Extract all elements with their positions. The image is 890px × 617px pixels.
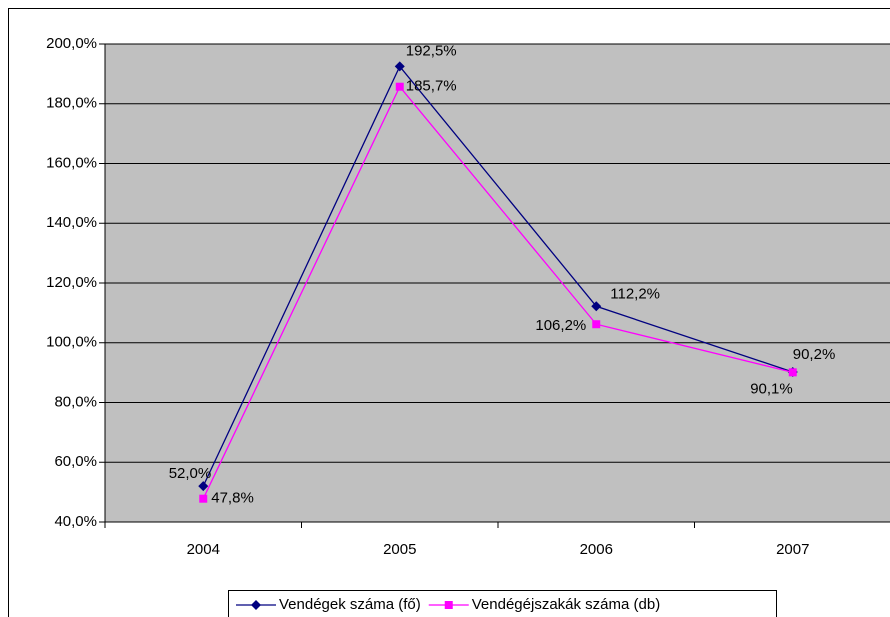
data-label: 106,2% [535, 317, 586, 334]
y-tick-label: 100,0% [46, 334, 97, 351]
series-line [202, 85, 793, 499]
data-label: 112,2% [610, 285, 660, 302]
y-tick-label: 140,0% [46, 214, 97, 231]
legend-label: Vendégéjszakák száma (db) [472, 596, 660, 613]
series-line [202, 65, 793, 487]
y-tick-label: 80,0% [54, 393, 97, 410]
legend-label: Vendégek száma (fő) [279, 596, 421, 613]
marker [788, 368, 797, 377]
marker [444, 601, 453, 609]
y-tick-label: 60,0% [54, 453, 97, 470]
marker [198, 481, 209, 492]
y-tick-label: 40,0% [54, 513, 97, 530]
y-tick-label: 200,0% [46, 35, 97, 52]
legend: Vendégek száma (fő) Vendégéjszakák száma … [228, 590, 777, 617]
data-label: 192,5% [406, 42, 457, 59]
marker [199, 494, 208, 503]
marker [394, 61, 405, 72]
marker [251, 600, 261, 610]
marker [591, 301, 602, 312]
legend-box [228, 590, 777, 617]
data-label: 185,7% [406, 78, 457, 95]
x-tick-label: 2007 [776, 541, 809, 558]
x-tick-label: 2006 [580, 541, 613, 558]
data-label: 52,0% [169, 465, 212, 482]
data-label: 90,2% [793, 346, 836, 363]
x-tick-label: 2004 [187, 541, 220, 558]
marker [395, 82, 404, 91]
data-label: 47,8% [211, 490, 254, 507]
y-tick-label: 180,0% [46, 95, 97, 112]
y-tick-label: 120,0% [46, 274, 97, 291]
marker [592, 320, 601, 329]
y-tick-label: 160,0% [46, 154, 97, 171]
x-tick-label: 2005 [383, 541, 416, 558]
data-label: 90,1% [750, 380, 793, 397]
